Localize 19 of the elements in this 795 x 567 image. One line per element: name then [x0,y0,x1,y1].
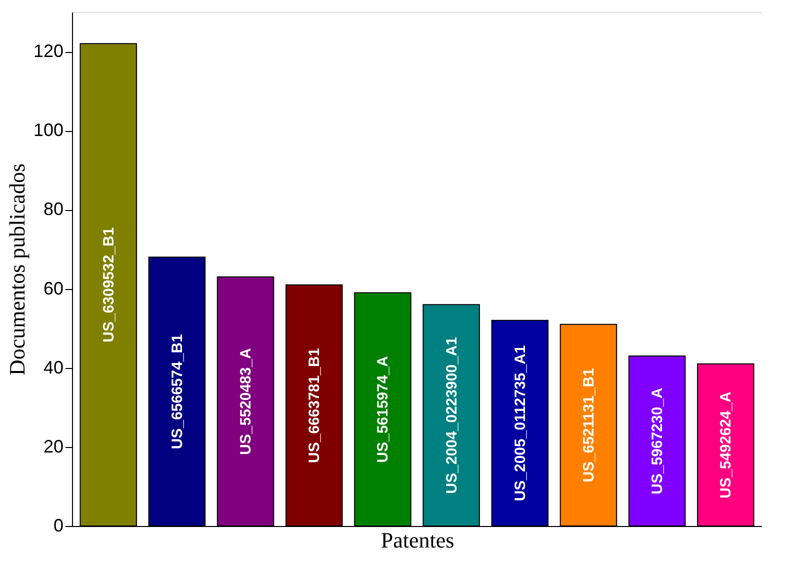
x-tick-label: US_2004_0223900_A1 [443,336,460,494]
y-tick-label: 40 [43,357,64,378]
x-tick-label: US_6663781_B1 [306,348,324,463]
y-tick-label: 20 [43,436,64,456]
y-tick-label: 80 [43,199,64,220]
x-tick-label: US_6566574_B1 [168,334,186,450]
y-tick-label: 120 [33,41,64,62]
x-tick-label: US_6309532_B1 [100,227,118,342]
x-axis-title: Patentes [380,528,454,552]
y-tick-label: 100 [33,120,64,140]
x-tick-label: US_5967230_A [649,387,666,494]
y-tick-label: 0 [53,516,64,536]
x-tick-label: US_2005_0112735_A1 [512,345,529,502]
x-tick-label: US_5615974_A [374,356,392,463]
x-tick-label: US_5520483_A [238,348,255,455]
x-tick-label: US_6521131_B1 [580,368,598,482]
y-tick-label: 60 [43,278,64,298]
x-tick-label: US_5492624_A [718,391,735,498]
y-axis-title: Documentos publicados [4,163,30,376]
